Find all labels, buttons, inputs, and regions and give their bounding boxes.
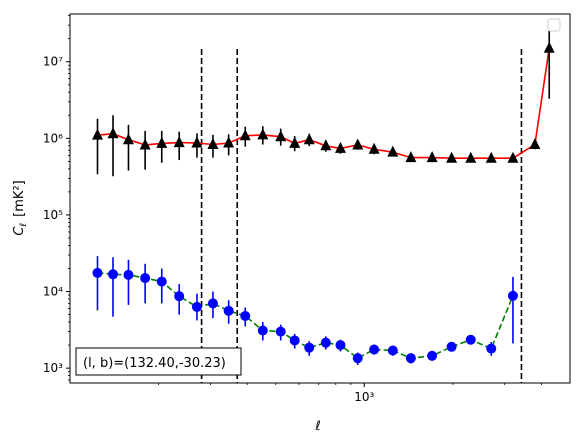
data-point-circle (275, 326, 286, 337)
y-tick-label: 10⁶ (43, 131, 63, 145)
y-axis-label: Cℓ [mK²] (12, 180, 29, 235)
data-point-triangle (122, 133, 134, 145)
data-point-triangle (303, 133, 315, 145)
x-tick-label: 10³ (354, 390, 374, 404)
data-point-circle (335, 340, 346, 351)
data-point-triangle (465, 151, 477, 163)
annotation-frame (75, 347, 242, 376)
y-tick-label: 10⁵ (43, 208, 63, 222)
data-point-triangle (446, 151, 458, 163)
data-point-circle (486, 343, 497, 354)
data-point-triangle (257, 128, 269, 140)
y-axis-label-subscript: ℓ (19, 223, 29, 228)
data-point-circle (405, 353, 416, 364)
data-point-circle (156, 276, 167, 287)
data-point-circle (387, 345, 398, 356)
data-point-triangle (173, 136, 185, 148)
data-point-triangle (156, 136, 168, 148)
data-point-circle (352, 353, 363, 364)
data-point-circle (427, 350, 438, 361)
data-point-circle (191, 301, 202, 312)
y-tick-label: 10³ (43, 361, 63, 375)
axes-frame (69, 13, 571, 384)
data-point-triangle (223, 136, 235, 148)
y-axis-label-unit: [mK²] (12, 180, 27, 217)
axis-ticks: 10³ 10⁴ 10⁵ 10⁶ 10⁷ 10³ (43, 15, 542, 404)
data-point-triangle (91, 128, 103, 140)
data-point-circle (92, 267, 103, 278)
data-point-triangle (320, 139, 332, 151)
annotation-box: (l, b)=(132.40,-30.23) (75, 347, 242, 376)
data-point-triangle (275, 130, 287, 142)
y-tick-label: 10⁷ (43, 55, 63, 69)
data-point-circle (465, 334, 476, 345)
data-point-circle (304, 342, 315, 353)
data-point-circle (223, 305, 234, 316)
data-point-triangle (543, 41, 555, 53)
data-point-circle (446, 341, 457, 352)
y-tick-label: 10⁴ (43, 285, 63, 299)
data-point-circle (174, 291, 185, 302)
data-point-triangle (485, 151, 497, 163)
data-point-circle (123, 269, 134, 280)
data-point-triangle (239, 129, 251, 141)
data-point-circle (257, 325, 268, 336)
data-point-triangle (139, 138, 151, 150)
data-point-triangle (529, 138, 541, 150)
data-point-circle (108, 269, 119, 280)
legend-box (547, 18, 561, 32)
data-point-triangle (107, 127, 119, 139)
annotation-text: (l, b)=(132.40,-30.23) (83, 356, 226, 371)
data-point-circle (369, 344, 380, 355)
series-1 (91, 29, 555, 177)
data-point-triangle (352, 138, 364, 150)
data-point-triangle (405, 151, 417, 163)
data-point-circle (320, 337, 331, 348)
x-axis-label: ℓ (314, 419, 320, 434)
data-point-triangle (387, 145, 399, 157)
data-point-triangle (191, 136, 203, 148)
series-2 (92, 256, 518, 365)
data-point-circle (507, 290, 518, 301)
data-point-triangle (368, 142, 380, 154)
data-point-circle (140, 273, 151, 284)
data-point-triangle (507, 151, 519, 163)
plot-area (91, 29, 555, 383)
y-axis-label-main: C (12, 226, 27, 236)
data-point-circle (240, 310, 251, 321)
legend (547, 18, 561, 32)
data-point-triangle (426, 151, 438, 163)
data-point-triangle (334, 141, 346, 153)
data-point-circle (207, 298, 218, 309)
data-point-triangle (207, 138, 219, 150)
data-point-triangle (289, 136, 301, 148)
data-point-circle (289, 335, 300, 346)
